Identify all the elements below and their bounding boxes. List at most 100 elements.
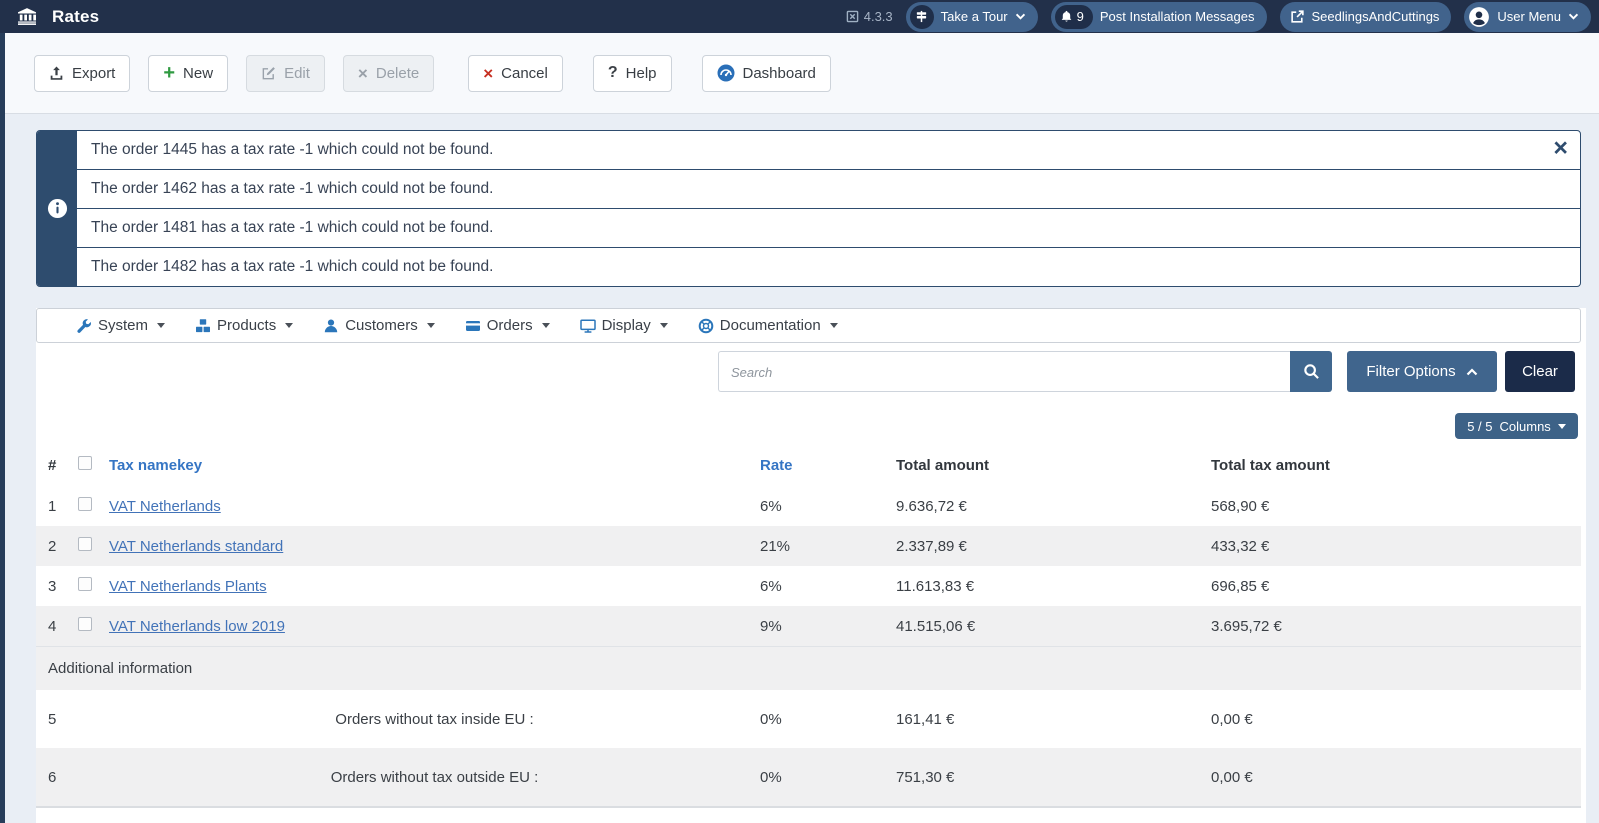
bell-icon bbox=[1060, 10, 1073, 23]
post-installation-messages-button[interactable]: 9 Post Installation Messages bbox=[1050, 1, 1267, 32]
search-icon bbox=[1303, 363, 1320, 380]
select-all-checkbox[interactable] bbox=[78, 456, 92, 470]
menu-system[interactable]: System bbox=[76, 317, 166, 334]
row-num: 3 bbox=[48, 577, 57, 595]
signpost-icon bbox=[909, 4, 934, 29]
joomla-version: 4.3.3 bbox=[846, 9, 893, 24]
help-button[interactable]: ? Help bbox=[592, 54, 672, 92]
tax-namekey-link[interactable]: VAT Netherlands low 2019 bbox=[109, 617, 285, 635]
row-checkbox-cell[interactable] bbox=[78, 577, 109, 595]
dashboard-button[interactable]: Dashboard bbox=[701, 54, 831, 92]
row-checkbox[interactable] bbox=[78, 497, 92, 511]
total-amount-value: 9.636,72 € bbox=[896, 497, 967, 515]
page-title: Rates bbox=[52, 6, 100, 26]
table-header-row: # Tax namekey Rate Total amount Total ta… bbox=[36, 444, 1581, 486]
chevron-down-icon bbox=[541, 323, 550, 328]
chevron-down-icon bbox=[1557, 423, 1566, 429]
select-all-checkbox-cell[interactable] bbox=[78, 456, 109, 474]
chevron-down-icon bbox=[426, 323, 435, 328]
row-num: 5 bbox=[48, 710, 57, 728]
messages-badge: 9 bbox=[1054, 4, 1093, 29]
question-icon: ? bbox=[607, 64, 618, 81]
filter-options-label: Filter Options bbox=[1366, 363, 1456, 380]
delete-button[interactable]: × Delete bbox=[342, 54, 435, 92]
header-num: # bbox=[48, 456, 57, 474]
sidebar-edge[interactable] bbox=[0, 33, 5, 823]
search-button[interactable] bbox=[1290, 351, 1332, 392]
alert-message: The order 1482 has a tax rate -1 which c… bbox=[91, 258, 494, 275]
take-a-tour-label: Take a Tour bbox=[940, 9, 1008, 24]
menu-display[interactable]: Display bbox=[579, 317, 668, 334]
menu-products[interactable]: Products bbox=[195, 317, 294, 334]
menu-documentation[interactable]: Documentation bbox=[698, 317, 838, 334]
edit-label: Edit bbox=[284, 64, 310, 82]
alert-message: The order 1462 has a tax rate -1 which c… bbox=[77, 170, 1580, 209]
total-amount-value: 11.613,83 € bbox=[896, 577, 975, 595]
gauge-icon bbox=[717, 64, 735, 82]
row-num: 6 bbox=[48, 768, 57, 786]
clear-button[interactable]: Clear bbox=[1505, 351, 1575, 392]
version-number: 4.3.3 bbox=[863, 9, 893, 24]
take-a-tour-button[interactable]: Take a Tour bbox=[905, 1, 1038, 32]
row-num: 1 bbox=[48, 497, 57, 515]
credit-card-icon bbox=[465, 318, 481, 334]
total-tax-value: 696,85 € bbox=[1211, 577, 1270, 595]
user-menu-button[interactable]: User Menu bbox=[1464, 1, 1591, 32]
filter-options-button[interactable]: Filter Options bbox=[1347, 351, 1497, 392]
toolbar: Export + New Edit × Delete × Cancel ? He… bbox=[5, 33, 1599, 114]
cancel-button[interactable]: × Cancel bbox=[468, 54, 563, 92]
new-label: New bbox=[183, 64, 214, 82]
header-rate[interactable]: Rate bbox=[760, 456, 793, 474]
summary-label: Orders without tax outside EU : bbox=[330, 768, 539, 786]
total-tax-value: 3.695,72 € bbox=[1211, 617, 1282, 635]
header-tax-namekey[interactable]: Tax namekey bbox=[109, 456, 203, 474]
columns-count: 5 / 5 bbox=[1467, 418, 1493, 434]
row-checkbox[interactable] bbox=[78, 537, 92, 551]
row-checkbox[interactable] bbox=[78, 577, 92, 591]
monitor-icon bbox=[579, 318, 596, 334]
menu-label: Orders bbox=[486, 317, 533, 334]
total-tax-value: 0,00 € bbox=[1211, 710, 1253, 728]
tax-namekey-link[interactable]: VAT Netherlands bbox=[109, 497, 221, 515]
menu-label: Documentation bbox=[719, 317, 821, 334]
chevron-down-icon bbox=[285, 323, 294, 328]
summary-row: 5 Orders without tax inside EU : 0% 161,… bbox=[36, 690, 1581, 748]
user-circle-icon bbox=[1468, 6, 1490, 28]
table-row: 1 VAT Netherlands 6% 9.636,72 € 568,90 € bbox=[36, 486, 1581, 526]
messages-count: 9 bbox=[1076, 9, 1084, 24]
menu-label: Customers bbox=[345, 317, 418, 334]
chevron-down-icon bbox=[829, 323, 838, 328]
help-label: Help bbox=[625, 64, 657, 82]
new-button[interactable]: + New bbox=[148, 54, 229, 92]
chevron-down-icon bbox=[1015, 13, 1025, 20]
row-checkbox-cell[interactable] bbox=[78, 497, 109, 515]
close-icon[interactable]: × bbox=[1553, 134, 1568, 162]
summary-label: Orders without tax inside EU : bbox=[335, 710, 534, 728]
edit-button[interactable]: Edit bbox=[246, 54, 325, 92]
menu-customers[interactable]: Customers bbox=[323, 317, 435, 334]
search-input[interactable] bbox=[718, 351, 1290, 392]
alert-message: The order 1481 has a tax rate -1 which c… bbox=[77, 209, 1580, 248]
tax-namekey-link[interactable]: VAT Netherlands standard bbox=[109, 537, 284, 555]
export-button[interactable]: Export bbox=[34, 54, 131, 92]
row-checkbox[interactable] bbox=[78, 617, 92, 631]
external-link-icon bbox=[1290, 9, 1305, 24]
total-amount-value: 41.515,06 € bbox=[896, 617, 976, 635]
menu-label: Display bbox=[601, 317, 651, 334]
rates-table: # Tax namekey Rate Total amount Total ta… bbox=[36, 444, 1581, 808]
clear-label: Clear bbox=[1522, 363, 1558, 380]
row-checkbox-cell[interactable] bbox=[78, 617, 109, 635]
header-total-tax-amount: Total tax amount bbox=[1211, 456, 1330, 474]
cubes-icon bbox=[195, 318, 211, 334]
row-checkbox-cell[interactable] bbox=[78, 537, 109, 555]
dashboard-label: Dashboard bbox=[742, 64, 816, 82]
menu-label: System bbox=[98, 317, 149, 334]
tax-namekey-link[interactable]: VAT Netherlands Plants bbox=[109, 577, 267, 595]
site-preview-button[interactable]: SeedlingsAndCuttings bbox=[1279, 1, 1452, 32]
columns-dropdown[interactable]: 5 / 5 Columns bbox=[1455, 413, 1578, 439]
upload-icon bbox=[49, 65, 64, 81]
chevron-down-icon bbox=[1568, 13, 1579, 20]
row-num: 4 bbox=[48, 617, 57, 635]
menu-orders[interactable]: Orders bbox=[465, 317, 550, 334]
